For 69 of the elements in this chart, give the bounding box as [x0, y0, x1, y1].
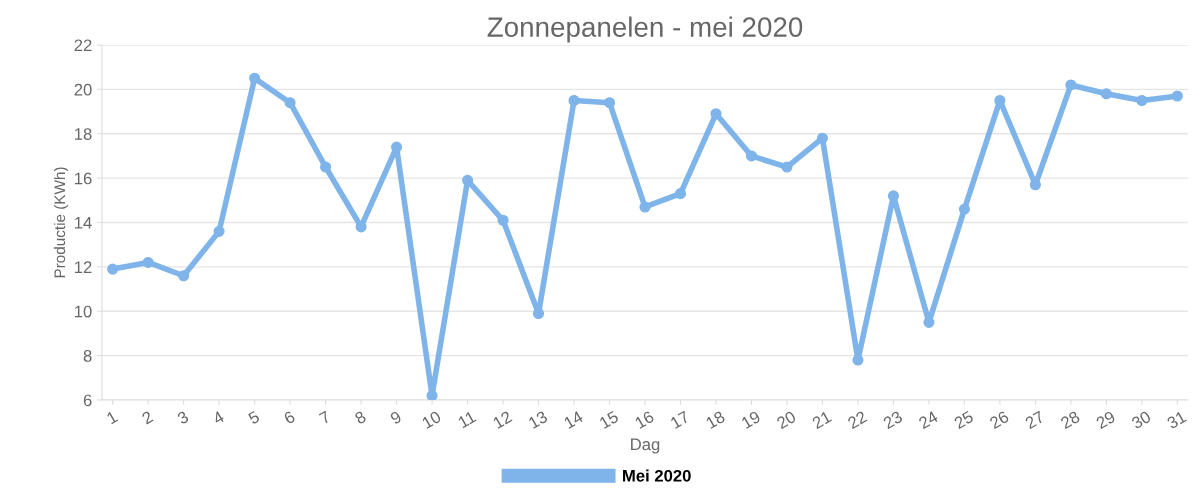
- x-tick-label: 28: [1059, 410, 1081, 430]
- y-tick-label: 20: [74, 83, 92, 96]
- x-tick-label: 11: [457, 410, 477, 429]
- x-tick-label: 17: [669, 410, 690, 429]
- point: [391, 141, 403, 153]
- point: [745, 150, 758, 162]
- chart-title: Zonnepanelen - mei 2020: [487, 16, 803, 43]
- x-tick-label: 6: [283, 410, 296, 425]
- x-tick-label: 15: [599, 410, 620, 429]
- x-tick-label: 21: [811, 410, 832, 430]
- x-tick-label: 19: [740, 410, 762, 429]
- point: [461, 174, 474, 186]
- y-tick-label: 22: [74, 39, 92, 52]
- x-tick-label: 1: [106, 410, 119, 425]
- point: [816, 132, 829, 144]
- point: [142, 256, 154, 268]
- point: [497, 214, 509, 226]
- point: [958, 203, 970, 215]
- point: [603, 97, 616, 109]
- point: [674, 188, 687, 200]
- x-tick-label: 31: [1166, 410, 1187, 430]
- y-axis-title: Productie (KWh): [53, 167, 69, 278]
- point: [1065, 79, 1077, 91]
- x-tick-label: 29: [1095, 410, 1116, 430]
- x-tick-label: 23: [882, 410, 904, 430]
- point: [1171, 90, 1183, 102]
- y-tick-label: 10: [75, 305, 92, 318]
- point: [852, 354, 864, 366]
- x-tick-label: 13: [527, 410, 549, 429]
- x-tick-label: 4: [211, 410, 225, 425]
- y-tick-label: 16: [75, 172, 92, 185]
- y-tick-label: 8: [83, 350, 92, 362]
- point: [710, 108, 722, 120]
- x-tick-label: 26: [988, 410, 1010, 430]
- point: [249, 72, 261, 84]
- x-tick-label: 9: [389, 410, 403, 425]
- y-tick-label: 14: [75, 217, 92, 229]
- x-tick-label: 18: [705, 410, 726, 429]
- y-tick-label: 6: [83, 394, 92, 407]
- text: Mei 2020: [623, 469, 691, 482]
- x-tick-label: 14: [563, 410, 584, 429]
- x-tick-label: 25: [953, 410, 975, 430]
- x-tick-label: 3: [176, 410, 190, 425]
- x-tick-label: 2: [141, 410, 154, 425]
- point: [320, 161, 332, 173]
- x-axis-title: Dag: [631, 438, 660, 454]
- x-tick-label: 5: [247, 410, 261, 425]
- point: [639, 201, 651, 213]
- x-tick-label: 16: [634, 410, 655, 429]
- point: [781, 161, 793, 173]
- point: [213, 225, 225, 237]
- point: [107, 263, 119, 275]
- y-tick-label: 18: [75, 128, 92, 140]
- x-tick-label: 20: [776, 410, 797, 430]
- y-tick-label: 12: [75, 261, 92, 273]
- point: [178, 270, 190, 282]
- point: [426, 390, 438, 400]
- x-tick-label: 22: [846, 410, 868, 430]
- point: [1100, 88, 1112, 100]
- x-tick-label: 8: [354, 410, 367, 425]
- point: [284, 97, 296, 109]
- point: [568, 94, 580, 107]
- point: [1136, 94, 1148, 107]
- x-tick-label: 12: [492, 410, 513, 429]
- x-tick-label: 27: [1024, 410, 1045, 430]
- x-tick-label: 24: [917, 410, 939, 430]
- x-tick-label: 30: [1130, 410, 1152, 430]
- x-tick-label: 7: [318, 410, 332, 425]
- x-tick-label: 10: [421, 410, 442, 429]
